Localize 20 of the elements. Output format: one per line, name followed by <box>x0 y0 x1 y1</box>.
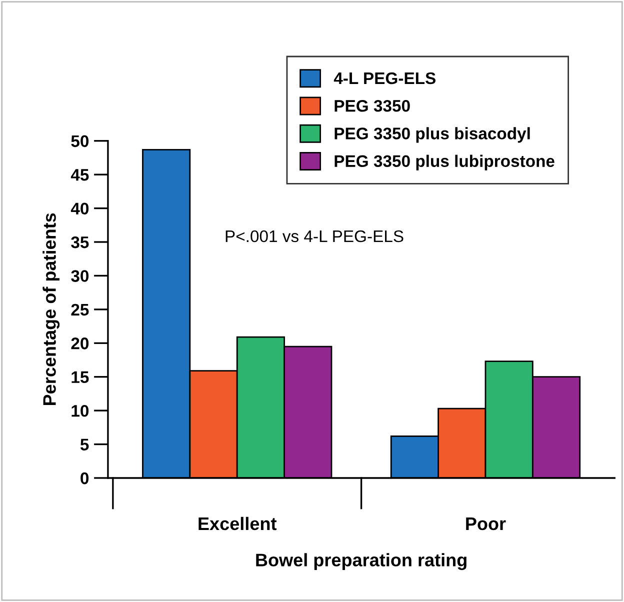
y-tick-label: 15 <box>72 371 89 384</box>
y-tick-label: 20 <box>71 338 89 350</box>
y-tick-label: 0 <box>80 472 89 484</box>
x-axis-title: Bowel preparation rating <box>256 553 466 570</box>
legend-label: PEG 3350 plus bisacodyl <box>334 127 530 143</box>
y-tick-label: 5 <box>80 438 89 450</box>
x-tick-label: Excellent <box>198 516 277 530</box>
y-tick-label: 45 <box>70 169 89 181</box>
legend-label: PEG 3350 <box>334 100 410 112</box>
annotation: P<.001 vs 4-L PEG-ELS <box>226 230 404 242</box>
y-tick-label: 35 <box>71 236 89 248</box>
legend-label: PEG 3350 plus lubiprostone <box>334 154 554 170</box>
x-tick-label: Poor <box>466 518 506 530</box>
y-tick-label: 40 <box>70 202 89 214</box>
y-tick-label: 30 <box>71 270 89 282</box>
y-tick-label: 25 <box>71 304 89 316</box>
y-axis-title: Percentage of patients <box>42 213 60 406</box>
y-tick-label: 50 <box>71 135 89 148</box>
legend-label: 4-L PEG-ELS <box>334 72 436 84</box>
y-tick-label: 10 <box>72 404 89 417</box>
